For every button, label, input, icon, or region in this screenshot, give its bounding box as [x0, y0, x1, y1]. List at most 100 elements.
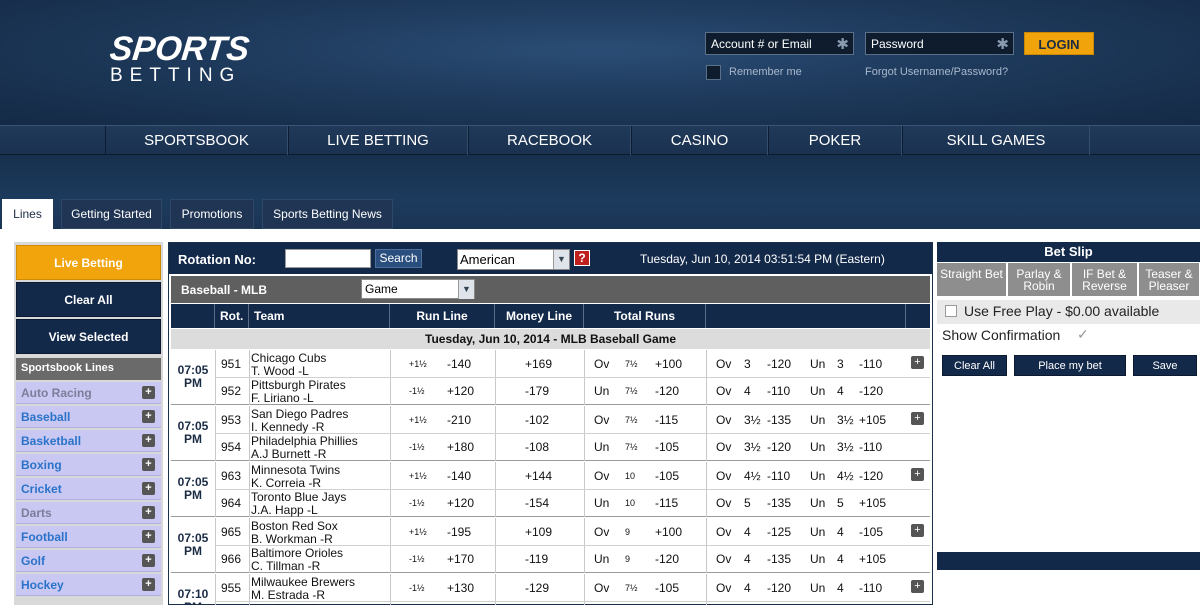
- money-line-odds[interactable]: -179: [525, 384, 550, 398]
- run-line-odds[interactable]: +180: [447, 440, 475, 454]
- run-line-odds[interactable]: -210: [447, 413, 472, 427]
- money-line-odds[interactable]: -154: [525, 496, 550, 510]
- plus-icon[interactable]: +: [142, 506, 155, 519]
- money-line-odds[interactable]: -108: [525, 440, 550, 454]
- alt-total-line[interactable]: 3½: [744, 413, 761, 427]
- alt-under-line[interactable]: 3: [837, 357, 844, 371]
- sidebar-item-cricket[interactable]: Cricket +: [16, 478, 161, 500]
- sidebar-item-darts[interactable]: Darts +: [16, 502, 161, 524]
- sidebar-item-basketball[interactable]: Basketball +: [16, 430, 161, 452]
- alt-total-odds[interactable]: -135: [767, 496, 792, 510]
- alt-under-odds[interactable]: -120: [859, 384, 884, 398]
- run-line-odds[interactable]: -140: [447, 469, 472, 483]
- total-over-under[interactable]: Ov: [594, 357, 610, 371]
- alt-under-odds[interactable]: -110: [859, 357, 883, 371]
- total-odds[interactable]: -115: [655, 496, 679, 510]
- game-filter-select[interactable]: Game ▼: [361, 279, 475, 299]
- alt-under-label[interactable]: Un: [810, 440, 826, 454]
- run-line-handicap[interactable]: -1½: [409, 498, 425, 508]
- check-icon[interactable]: ✓: [1077, 326, 1089, 342]
- alt-total-odds[interactable]: -125: [767, 525, 792, 539]
- odds-format-select[interactable]: American ▼: [457, 249, 570, 270]
- sidebar-item-golf[interactable]: Golf +: [16, 550, 161, 572]
- alt-total-label[interactable]: Ov: [716, 357, 732, 371]
- plus-icon[interactable]: +: [911, 468, 924, 481]
- alt-under-odds[interactable]: -120: [859, 469, 884, 483]
- plus-icon[interactable]: +: [142, 410, 155, 423]
- nav-sportsbook[interactable]: SPORTSBOOK: [105, 126, 288, 155]
- view-selected-button[interactable]: View Selected: [16, 319, 161, 354]
- money-line-odds[interactable]: +109: [525, 525, 553, 539]
- plus-icon[interactable]: +: [142, 434, 155, 447]
- alt-under-line[interactable]: 5: [837, 496, 844, 510]
- place-bet-button[interactable]: Place my bet: [1014, 355, 1126, 376]
- alt-total-odds[interactable]: -135: [767, 413, 792, 427]
- alt-under-line[interactable]: 3½: [837, 440, 854, 454]
- clear-all-button[interactable]: Clear All: [16, 282, 161, 317]
- money-line-odds[interactable]: +169: [525, 357, 553, 371]
- total-odds[interactable]: +100: [655, 525, 683, 539]
- total-over-under[interactable]: Ov: [594, 413, 610, 427]
- money-line-odds[interactable]: -102: [525, 413, 550, 427]
- tab-lines[interactable]: Lines: [2, 199, 53, 229]
- plus-icon[interactable]: +: [142, 530, 155, 543]
- run-line-odds[interactable]: -195: [447, 525, 472, 539]
- alt-total-label[interactable]: Ov: [716, 469, 732, 483]
- total-odds[interactable]: -105: [655, 581, 680, 595]
- nav-racebook[interactable]: RACEBOOK: [468, 126, 631, 155]
- alt-under-label[interactable]: Un: [810, 384, 826, 398]
- run-line-handicap[interactable]: -1½: [409, 583, 425, 593]
- team-name[interactable]: Boston Red Sox: [251, 519, 338, 533]
- alt-total-line[interactable]: 3: [744, 357, 751, 371]
- alt-under-label[interactable]: Un: [810, 357, 826, 371]
- run-line-handicap[interactable]: -1½: [409, 386, 425, 396]
- alt-under-odds[interactable]: -105: [859, 525, 884, 539]
- total-line[interactable]: 9: [625, 527, 631, 537]
- team-name[interactable]: San Diego Padres: [251, 407, 349, 421]
- alt-total-line[interactable]: 4: [744, 525, 751, 539]
- total-odds[interactable]: -120: [655, 384, 680, 398]
- search-button[interactable]: Search: [375, 249, 422, 268]
- tab-promotions[interactable]: Promotions: [170, 199, 254, 229]
- alt-total-odds[interactable]: -120: [767, 357, 792, 371]
- run-line-odds[interactable]: +120: [447, 384, 475, 398]
- nav-live-betting[interactable]: LIVE BETTING: [288, 126, 468, 155]
- total-odds[interactable]: +100: [655, 357, 683, 371]
- alt-under-label[interactable]: Un: [810, 552, 826, 566]
- alt-under-odds[interactable]: -110: [859, 581, 883, 595]
- alt-under-line[interactable]: 4: [837, 525, 844, 539]
- alt-total-line[interactable]: 3½: [744, 440, 761, 454]
- total-over-under[interactable]: Un: [594, 440, 610, 454]
- alt-total-label[interactable]: Ov: [716, 552, 732, 566]
- password-field[interactable]: Password ✱: [865, 32, 1014, 55]
- team-name[interactable]: Pittsburgh Pirates: [251, 378, 346, 392]
- alt-under-odds[interactable]: -110: [859, 440, 883, 454]
- alt-under-label[interactable]: Un: [810, 496, 826, 510]
- alt-total-label[interactable]: Ov: [716, 440, 732, 454]
- total-line[interactable]: 7½: [625, 359, 638, 369]
- total-odds[interactable]: -105: [655, 469, 680, 483]
- alt-total-odds[interactable]: -110: [767, 469, 791, 483]
- alt-under-label[interactable]: Un: [810, 469, 826, 483]
- alt-under-odds[interactable]: +105: [859, 552, 887, 566]
- run-line-handicap[interactable]: +1½: [409, 527, 427, 537]
- total-line[interactable]: 10: [625, 498, 636, 508]
- sidebar-item-hockey[interactable]: Hockey +: [16, 574, 161, 596]
- alt-total-line[interactable]: 5: [744, 496, 751, 510]
- sidebar-item-boxing[interactable]: Boxing +: [16, 454, 161, 476]
- total-odds[interactable]: -105: [655, 440, 680, 454]
- alt-total-label[interactable]: Ov: [716, 496, 732, 510]
- alt-under-label[interactable]: Un: [810, 581, 826, 595]
- alt-total-line[interactable]: 4: [744, 384, 751, 398]
- money-line-odds[interactable]: -129: [525, 581, 550, 595]
- run-line-odds[interactable]: +170: [447, 552, 475, 566]
- sidebar-item-auto-racing[interactable]: Auto Racing +: [16, 382, 161, 404]
- total-odds[interactable]: -120: [655, 552, 680, 566]
- nav-poker[interactable]: POKER: [768, 126, 902, 155]
- alt-total-odds[interactable]: -120: [767, 440, 792, 454]
- alt-total-line[interactable]: 4: [744, 581, 751, 595]
- alt-total-odds[interactable]: -120: [767, 581, 792, 595]
- plus-icon[interactable]: +: [911, 412, 924, 425]
- alt-under-odds[interactable]: +105: [859, 413, 887, 427]
- run-line-handicap[interactable]: +1½: [409, 359, 427, 369]
